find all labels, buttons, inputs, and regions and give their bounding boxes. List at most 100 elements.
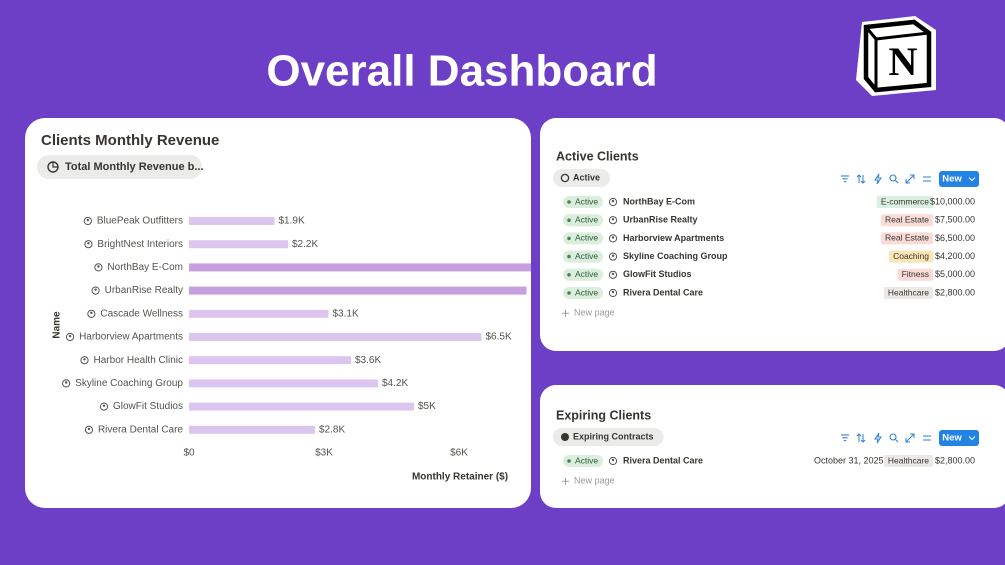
tag — [883, 455, 933, 467]
y-tick-label: Rivera Dental Care — [98, 424, 183, 435]
amount: $4,200.00 — [935, 251, 975, 261]
person-icon-head — [87, 427, 91, 431]
bar — [189, 286, 527, 295]
status-dot — [567, 254, 571, 259]
person-icon — [608, 288, 618, 298]
tag — [897, 268, 933, 281]
view-tab-icon — [560, 173, 570, 183]
person-icon-head — [611, 236, 615, 239]
x-axis-title: Monthly Retainer ($) — [412, 472, 508, 483]
tag-label: Healthcare — [888, 455, 929, 465]
y-tick-label: Skyline Coaching Group — [75, 378, 183, 389]
client-name: GlowFit Studios — [623, 269, 692, 279]
status-label: Active — [575, 455, 598, 465]
new-page[interactable]: New page — [574, 476, 615, 486]
person-icon-head — [90, 311, 93, 315]
new-page[interactable]: New page — [574, 308, 615, 318]
amount: $7,500.00 — [935, 215, 975, 225]
person-icon — [83, 216, 92, 226]
amount: $6,500.00 — [935, 233, 975, 243]
status-label: Active — [575, 287, 598, 297]
status-label: Active — [575, 269, 598, 279]
tag — [881, 232, 933, 245]
settings-icon[interactable] — [923, 176, 931, 182]
sort-icon[interactable] — [856, 174, 866, 184]
status-pill — [563, 214, 603, 227]
expand-icon[interactable] — [905, 433, 915, 443]
status-label: Active — [575, 233, 598, 243]
new-button-label[interactable]: New — [942, 174, 962, 185]
status-pill — [563, 287, 603, 299]
status-label: Active — [575, 214, 598, 224]
status-dot — [567, 236, 571, 241]
person-icon-head — [611, 218, 615, 221]
amount: $10,000.00 — [930, 196, 975, 206]
person-icon-head — [68, 334, 72, 338]
bar — [189, 263, 531, 272]
tag-label: Healthcare — [888, 287, 929, 297]
date: October 31, 2025 — [814, 455, 884, 465]
view-tab-icon — [561, 433, 569, 441]
person-icon-head — [86, 218, 90, 222]
person-icon — [91, 286, 100, 295]
tag-label: Real Estate — [885, 233, 929, 243]
tag-label: Real Estate — [885, 214, 929, 224]
tag — [881, 214, 933, 227]
plot-area — [189, 217, 531, 434]
person-icon — [94, 263, 103, 272]
search-icon[interactable] — [889, 433, 897, 441]
person-icon-head — [611, 272, 615, 276]
client-name: UrbanRise Realty — [623, 215, 698, 225]
person-icon-head — [83, 358, 86, 361]
person-icon-head — [611, 254, 615, 257]
status-dot — [567, 218, 571, 222]
view-tab-label[interactable]: Active — [573, 172, 600, 182]
automation-icon[interactable] — [874, 432, 882, 444]
view-tab[interactable] — [553, 428, 664, 446]
x-tick-label: $0 — [183, 448, 195, 459]
bar — [189, 425, 315, 434]
logo-letter: N — [889, 39, 918, 84]
new-button-caret — [968, 177, 976, 182]
y-tick-label: BrightNest Interiors — [97, 239, 183, 250]
data-label: $6.5K — [486, 332, 512, 343]
plus-icon[interactable] — [562, 309, 569, 317]
amount: $2,800.00 — [935, 287, 975, 297]
data-label: $3.1K — [333, 308, 359, 319]
expand-icon[interactable] — [905, 174, 915, 184]
view-tab-label[interactable]: Expiring Contracts — [573, 431, 654, 441]
new-button-label[interactable]: New — [942, 433, 962, 444]
person-icon-head — [87, 242, 90, 245]
data-label: $1.9K — [279, 216, 305, 227]
view-tab-label[interactable]: Total Monthly Revenue b... — [65, 161, 204, 173]
plus-icon[interactable] — [562, 477, 569, 485]
sort-icon[interactable] — [856, 433, 866, 443]
automation-icon[interactable] — [874, 173, 882, 185]
x-tick-label: $3K — [315, 448, 333, 459]
data-label: $5K — [418, 401, 436, 412]
bar — [189, 309, 329, 318]
y-axis-title: Name — [52, 311, 63, 339]
y-tick-label: BluePeak Outfitters — [97, 216, 183, 227]
settings-icon[interactable] — [923, 435, 931, 441]
status-label: Active — [575, 251, 598, 261]
status-pill — [563, 250, 603, 263]
y-tick-label: Harbor Health Clinic — [94, 355, 183, 366]
status-dot — [567, 200, 571, 204]
chart-card-title: Clients Monthly Revenue — [41, 132, 219, 149]
view-tab[interactable] — [37, 155, 202, 179]
status-dot — [567, 291, 571, 295]
person-icon — [84, 425, 94, 434]
person-icon — [99, 402, 109, 411]
view-tab[interactable] — [553, 169, 611, 187]
new-button[interactable] — [939, 171, 979, 187]
person-icon-head — [64, 381, 68, 384]
client-name: NorthBay E-Com — [623, 196, 695, 206]
new-button[interactable] — [939, 430, 979, 446]
status-dot — [567, 273, 571, 277]
x-tick-label: $6K — [450, 448, 468, 459]
tag — [883, 287, 933, 299]
search-icon[interactable] — [889, 174, 897, 182]
person-icon-head — [611, 199, 615, 203]
